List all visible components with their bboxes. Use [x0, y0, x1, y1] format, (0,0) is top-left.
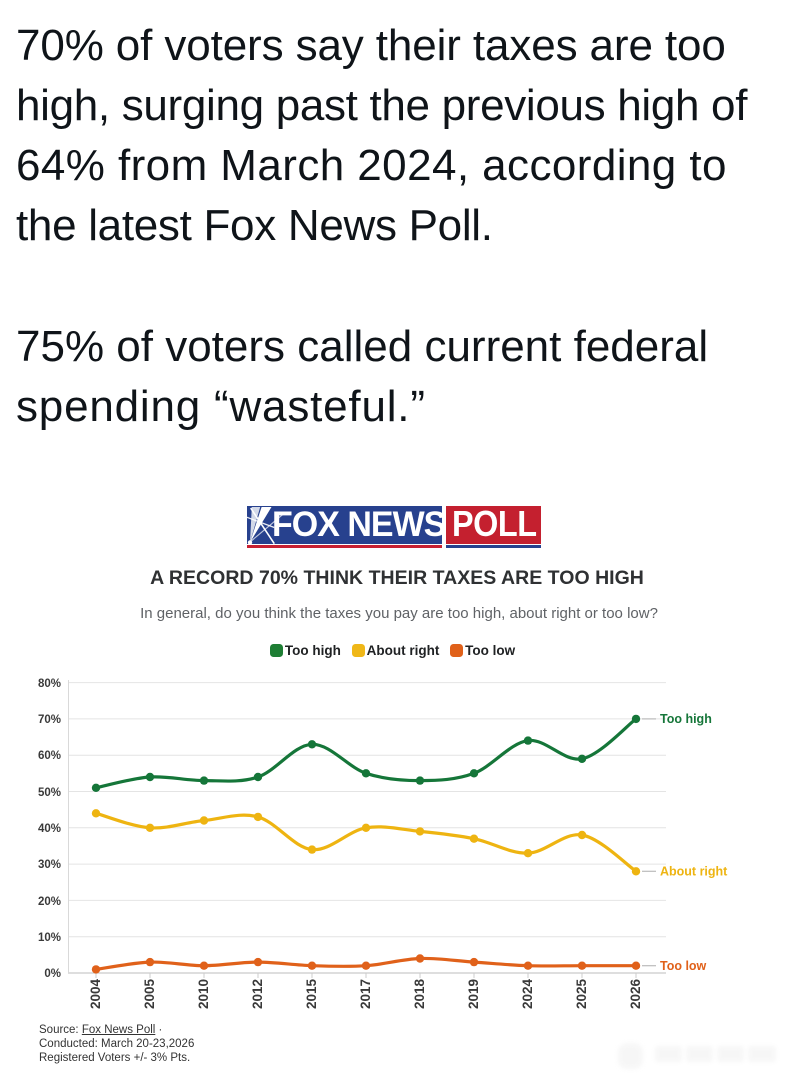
svg-text:0%: 0% [44, 968, 61, 980]
svg-text:10%: 10% [38, 932, 61, 944]
svg-text:2012: 2012 [250, 979, 265, 1009]
svg-text:2004: 2004 [88, 979, 103, 1010]
svg-text:2018: 2018 [412, 979, 427, 1010]
svg-text:20%: 20% [38, 896, 61, 908]
svg-text:80%: 80% [38, 678, 61, 690]
svg-text:2010: 2010 [196, 979, 211, 1009]
svg-text:2024: 2024 [520, 979, 535, 1010]
svg-text:2005: 2005 [142, 979, 157, 1010]
svg-text:30%: 30% [38, 859, 61, 871]
svg-text:60%: 60% [38, 750, 61, 762]
svg-text:Too high: Too high [660, 712, 712, 726]
svg-text:70%: 70% [38, 714, 61, 726]
svg-text:2015: 2015 [304, 979, 319, 1010]
svg-text:2019: 2019 [466, 979, 481, 1009]
svg-text:2026: 2026 [628, 979, 643, 1010]
svg-text:50%: 50% [38, 787, 61, 799]
svg-text:40%: 40% [38, 823, 61, 835]
svg-text:2017: 2017 [358, 979, 373, 1009]
svg-text:2025: 2025 [574, 979, 589, 1010]
svg-text:About right: About right [660, 865, 728, 879]
svg-text:Too low: Too low [660, 959, 707, 973]
